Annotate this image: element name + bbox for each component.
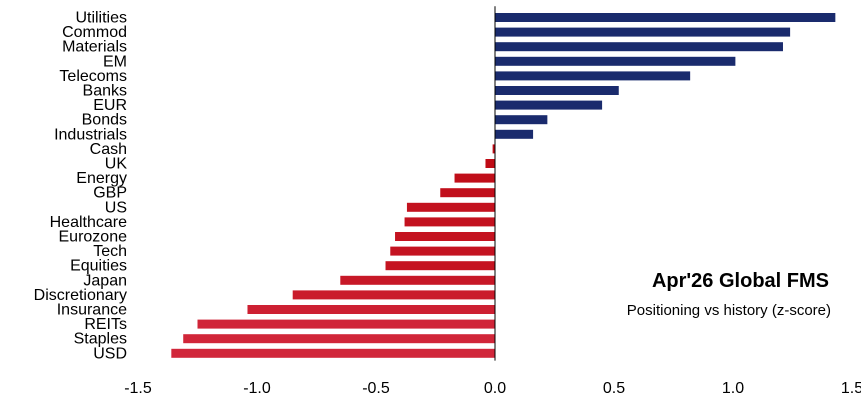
bar-utilities <box>495 13 836 22</box>
x-tick-label: -1.5 <box>124 380 152 397</box>
category-label: Insurance <box>57 302 127 319</box>
bar-healthcare <box>404 217 495 227</box>
x-tick-labels: -1.5 -1.0 -0.5 0.0 0.5 1.0 1.5 <box>124 380 861 397</box>
bar-commod <box>495 27 791 37</box>
bar-japan <box>340 275 495 285</box>
category-label: Energy <box>76 170 127 187</box>
category-labels: UtilitiesCommodMaterialsEMTelecomsBanksE… <box>34 10 128 363</box>
bar-discretionary <box>292 290 495 300</box>
category-label: EM <box>103 53 127 70</box>
category-label: Bonds <box>82 112 127 129</box>
bar-equities <box>385 261 495 271</box>
bar-energy <box>454 173 495 183</box>
bar-em <box>495 56 736 66</box>
category-label: Telecoms <box>59 68 127 85</box>
bars-group <box>171 13 836 358</box>
bar-tech <box>390 246 495 256</box>
category-label: Eurozone <box>59 229 128 246</box>
category-label: UK <box>105 156 128 173</box>
category-label: US <box>105 199 127 216</box>
bar-banks <box>495 86 619 95</box>
category-label: GBP <box>93 185 127 202</box>
x-tick-label: 1.5 <box>841 380 861 397</box>
bar-cash <box>492 144 495 154</box>
category-label: Commod <box>62 24 127 41</box>
bar-industrials <box>495 129 534 139</box>
bar-materials <box>495 42 783 52</box>
chart-title: Apr'26 Global FMS <box>651 270 829 292</box>
bar-bonds <box>495 115 548 125</box>
bar-telecoms <box>495 71 691 81</box>
chart-subtitle: Positioning vs history (z-score) <box>626 302 831 319</box>
bar-insurance <box>247 305 495 314</box>
category-label: Discretionary <box>34 287 127 304</box>
category-label: USD <box>93 345 127 362</box>
bar-us <box>406 202 495 212</box>
category-label: Utilities <box>75 10 127 27</box>
bar-reits <box>197 319 495 329</box>
x-tick-label: -0.5 <box>362 380 390 397</box>
category-label: Banks <box>83 83 127 100</box>
category-label: Tech <box>93 243 127 260</box>
bar-uk <box>485 159 495 168</box>
bar-staples <box>183 334 495 344</box>
category-label: EUR <box>93 97 127 114</box>
x-tick-label: 0.0 <box>484 380 506 397</box>
bar-eur <box>495 100 603 110</box>
category-label: Materials <box>62 39 127 56</box>
category-label: Equities <box>70 258 127 275</box>
category-label: REITs <box>84 316 127 333</box>
bar-gbp <box>440 188 495 198</box>
category-label: Cash <box>90 141 127 158</box>
category-label: Healthcare <box>50 214 127 231</box>
x-tick-label: 1.0 <box>722 380 744 397</box>
category-label: Staples <box>74 331 127 348</box>
category-label: Industrials <box>54 126 127 143</box>
bar-usd <box>171 348 495 358</box>
x-tick-label: -1.0 <box>243 380 271 397</box>
x-tick-label: 0.5 <box>603 380 625 397</box>
category-label: Japan <box>83 272 127 289</box>
bar-eurozone <box>395 232 495 241</box>
